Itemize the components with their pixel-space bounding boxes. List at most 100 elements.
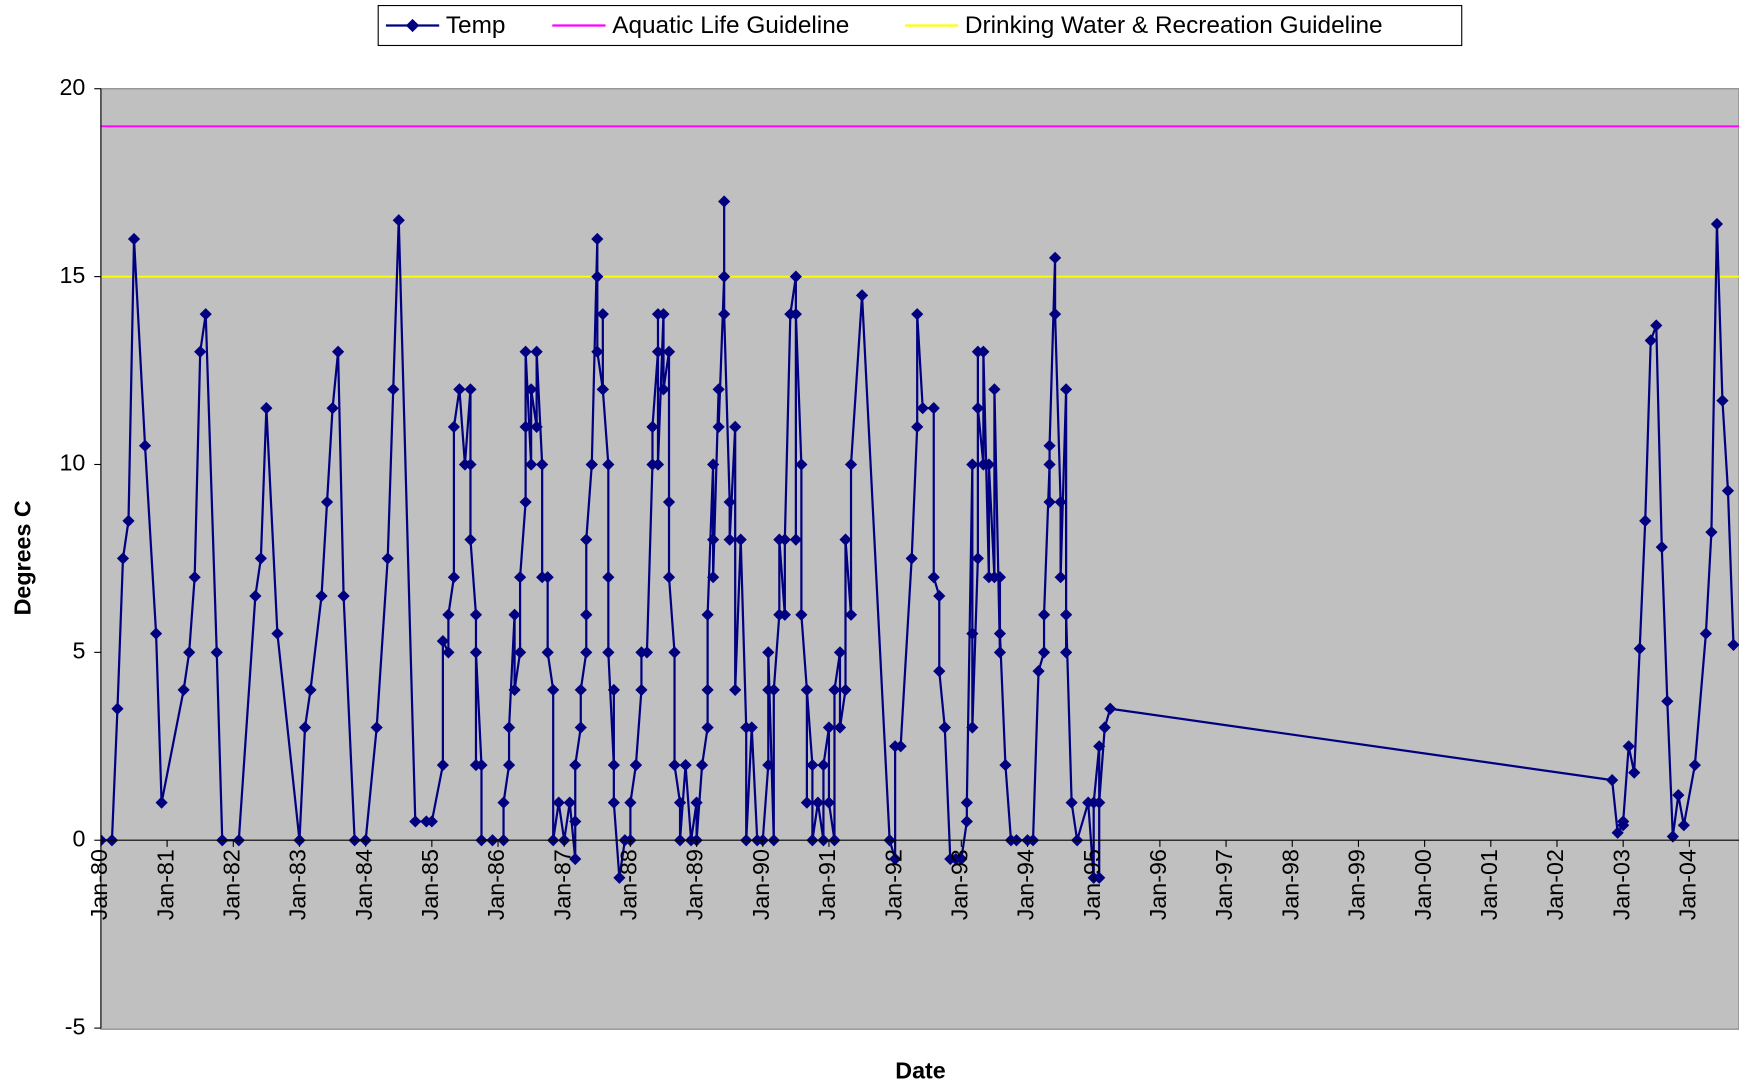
data-point (569, 758, 582, 772)
x-tick-label: Jan-80 (86, 849, 112, 920)
data-point (298, 721, 312, 734)
data-point (800, 683, 813, 697)
data-point (260, 402, 273, 415)
x-tick-label: Jan-93 (946, 849, 972, 920)
data-point (662, 345, 676, 358)
data-point (1661, 695, 1674, 708)
data-point (613, 871, 626, 884)
data-point (591, 345, 604, 358)
x-tick-label: Jan-94 (1013, 849, 1039, 920)
x-axis-title: Date (895, 1058, 946, 1084)
data-point (188, 571, 201, 584)
data-point (811, 796, 825, 809)
data-point (177, 683, 190, 697)
data-point (502, 721, 516, 734)
data-point (1065, 796, 1078, 809)
data-point (707, 458, 720, 471)
data-point (569, 815, 582, 828)
data-point (723, 495, 736, 509)
data-point (513, 646, 527, 659)
x-tick-label: Jan-85 (417, 849, 443, 920)
data-point (442, 646, 455, 659)
data-point (657, 308, 670, 321)
legend-label: Drinking Water & Recreation Guideline (965, 12, 1383, 39)
data-point (651, 458, 665, 471)
data-point (183, 646, 196, 659)
data-point (1611, 826, 1624, 839)
data-point (723, 533, 736, 546)
data-point (464, 533, 477, 546)
data-point (833, 646, 847, 659)
data-point (580, 608, 593, 621)
y-axis-title: Degrees C (10, 500, 36, 615)
data-point (993, 627, 1007, 640)
data-point (933, 665, 946, 678)
legend: Temp Aquatic Life Guideline Drinking Water… (377, 4, 1463, 47)
data-point (673, 796, 687, 809)
data-point (1060, 383, 1073, 396)
data-point (696, 758, 709, 772)
data-point (662, 571, 676, 584)
data-point (911, 308, 924, 321)
data-point (657, 383, 670, 396)
data-point (1721, 484, 1735, 497)
x-tick-label: Jan-86 (483, 849, 509, 920)
y-tick-label: 5 (72, 638, 85, 664)
data-point (331, 345, 345, 358)
data-point (855, 289, 869, 302)
data-point (1606, 774, 1619, 787)
data-point (508, 608, 521, 621)
data-point (315, 589, 328, 603)
data-point (911, 420, 924, 434)
data-point (596, 308, 609, 321)
data-point (1043, 439, 1056, 452)
data-point (447, 571, 461, 584)
plot-area (100, 88, 1739, 1030)
x-tick-label: Jan-87 (549, 849, 575, 920)
data-point (111, 702, 124, 715)
x-tick-label: Jan-00 (1410, 849, 1436, 920)
data-point (718, 308, 731, 321)
data-point (1060, 608, 1073, 621)
data-point (894, 740, 907, 753)
data-point (1060, 646, 1073, 659)
data-point (977, 345, 990, 358)
data-point (552, 796, 565, 809)
data-point (1633, 642, 1646, 655)
x-tick-label: Jan-04 (1675, 849, 1701, 920)
data-point (1688, 758, 1701, 772)
axis-layer: -5 0 5 10 15 20 Jan-80 Jan-81 Jan-82 Jan-83 Jan-84… (59, 74, 1739, 1039)
data-point (789, 533, 802, 546)
data-point (387, 383, 400, 396)
data-point (1617, 815, 1630, 828)
data-point (833, 721, 847, 734)
data-point (966, 627, 979, 640)
x-tick-label: Jan-02 (1542, 849, 1568, 920)
data-point (1093, 871, 1106, 884)
data-point (607, 683, 620, 697)
data-point (927, 571, 940, 584)
x-tick-label: Jan-91 (814, 849, 840, 920)
data-point (541, 646, 554, 659)
data-point (971, 402, 984, 415)
data-point (574, 683, 587, 697)
y-tick-label: 20 (59, 74, 85, 100)
data-point (1032, 665, 1045, 678)
data-point (574, 721, 587, 734)
data-point (828, 683, 841, 697)
data-point (519, 345, 532, 358)
data-point (707, 533, 720, 546)
data-point (701, 683, 714, 697)
data-point (453, 383, 466, 396)
data-point (1093, 796, 1106, 809)
x-tick-label: Jan-01 (1476, 849, 1502, 920)
data-point (938, 721, 951, 734)
x-tick-label: Jan-98 (1277, 849, 1303, 920)
x-tick-label: Jan-92 (880, 849, 906, 920)
data-point (1054, 495, 1067, 509)
data-point (1037, 646, 1051, 659)
data-point (701, 721, 714, 734)
y-tick-label: 0 (72, 825, 85, 851)
data-point (778, 533, 791, 546)
data-point (591, 270, 604, 283)
